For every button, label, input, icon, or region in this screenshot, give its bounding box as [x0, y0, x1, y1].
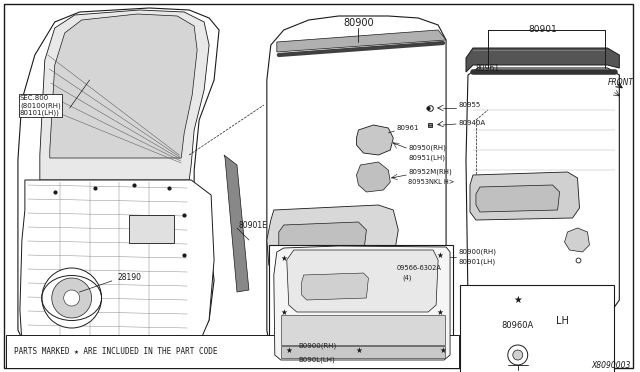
Polygon shape [277, 30, 446, 52]
Polygon shape [20, 180, 214, 355]
Text: X8090003: X8090003 [591, 360, 630, 369]
Text: ★: ★ [280, 253, 287, 263]
Polygon shape [470, 172, 579, 220]
Text: 80961: 80961 [396, 125, 419, 131]
Text: 80940A: 80940A [458, 120, 485, 126]
Text: ★: ★ [355, 346, 362, 355]
Circle shape [292, 309, 324, 341]
Polygon shape [267, 205, 398, 278]
Polygon shape [356, 162, 390, 192]
Circle shape [64, 290, 79, 306]
Polygon shape [274, 246, 450, 360]
Text: 80951(LH): 80951(LH) [408, 155, 445, 161]
Text: PARTS MARKED ★ ARE INCLUDED IN THE PART CODE: PARTS MARKED ★ ARE INCLUDED IN THE PART … [14, 347, 218, 356]
Text: ★: ★ [280, 308, 287, 317]
Polygon shape [287, 250, 438, 312]
Polygon shape [18, 8, 219, 355]
Polygon shape [267, 16, 446, 365]
Text: SEC.800
(80100(RH)
80101(LH)): SEC.800 (80100(RH) 80101(LH)) [20, 95, 61, 116]
Text: 80901E: 80901E [239, 221, 268, 230]
Text: 80955: 80955 [458, 102, 480, 108]
Text: 80900(RH): 80900(RH) [458, 249, 496, 255]
Polygon shape [564, 228, 589, 252]
Polygon shape [281, 346, 445, 358]
Text: 80901: 80901 [528, 25, 557, 34]
Text: (4): (4) [403, 275, 412, 281]
Polygon shape [50, 14, 197, 158]
Circle shape [508, 345, 528, 365]
Polygon shape [476, 185, 559, 212]
Text: 09566-6302A: 09566-6302A [396, 265, 441, 271]
Polygon shape [279, 222, 367, 258]
Text: 80900: 80900 [343, 18, 374, 28]
Polygon shape [356, 125, 394, 155]
Polygon shape [281, 315, 445, 345]
Bar [460, 285, 614, 372]
Text: B0900(RH): B0900(RH) [299, 343, 337, 349]
Text: ★: ★ [436, 308, 444, 317]
Text: FRONT: FRONT [607, 77, 634, 87]
Bar [129, 215, 174, 243]
Bar [269, 245, 453, 363]
Polygon shape [466, 48, 620, 72]
Text: ★: ★ [436, 250, 444, 260]
Text: 80901(LH): 80901(LH) [458, 259, 495, 265]
Text: 80960A: 80960A [502, 321, 534, 330]
Circle shape [513, 350, 523, 360]
Text: 28190: 28190 [118, 273, 141, 282]
Polygon shape [224, 155, 249, 292]
Text: ★: ★ [513, 295, 522, 305]
Text: 80961: 80961 [476, 64, 500, 73]
Text: ★: ★ [285, 346, 292, 355]
Text: 80953NKL H>: 80953NKL H> [408, 179, 454, 185]
Text: LH: LH [556, 316, 569, 326]
Polygon shape [40, 10, 209, 180]
Text: B090L(LH): B090L(LH) [299, 357, 335, 363]
Polygon shape [466, 68, 620, 310]
Text: 80950(RH): 80950(RH) [408, 145, 446, 151]
Text: ø: ø [351, 301, 356, 310]
Circle shape [52, 278, 92, 318]
Text: ★: ★ [440, 346, 447, 355]
Bar [6, 335, 459, 368]
Circle shape [42, 268, 102, 328]
Polygon shape [301, 273, 369, 300]
Text: 80952M(RH): 80952M(RH) [408, 169, 452, 175]
Circle shape [281, 297, 337, 353]
